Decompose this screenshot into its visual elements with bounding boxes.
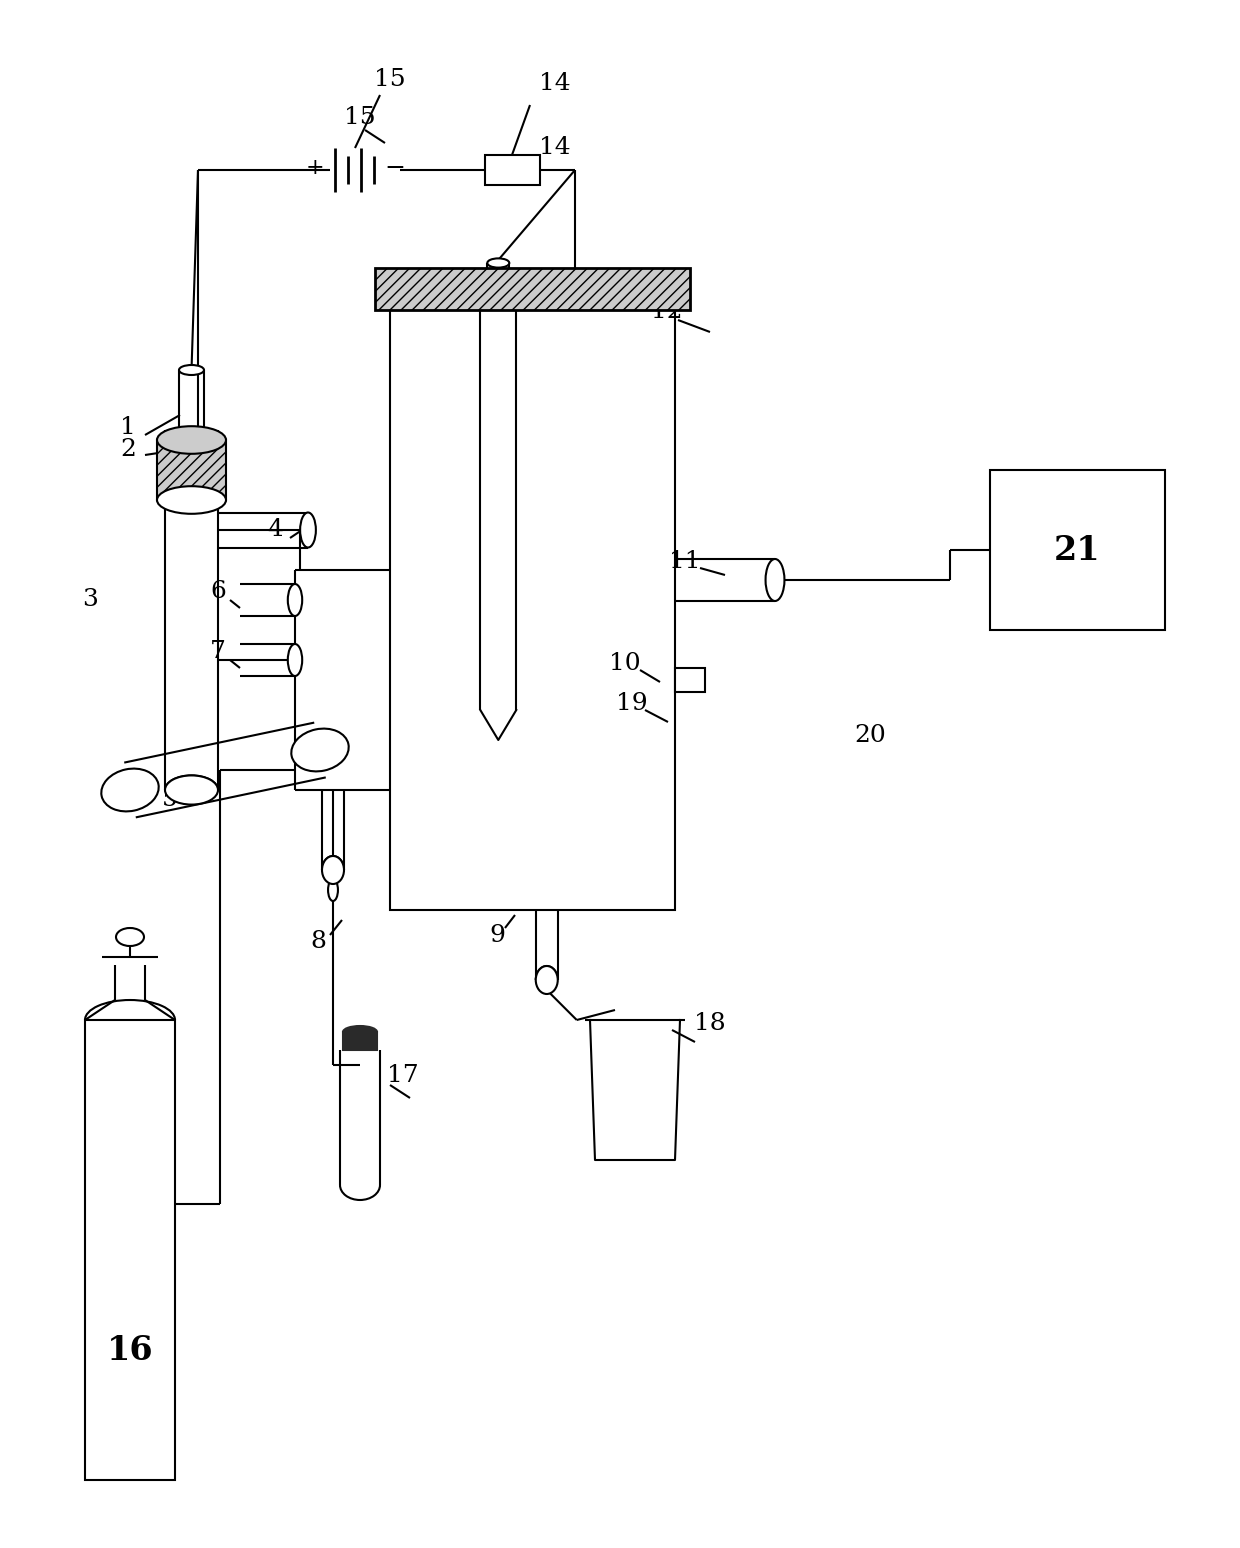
Text: 19: 19 [616,692,647,715]
Text: 15: 15 [374,68,405,91]
Ellipse shape [288,584,303,616]
Ellipse shape [343,1026,377,1039]
Text: +: + [306,156,325,180]
Text: 18: 18 [694,1012,725,1036]
Text: 8: 8 [310,930,326,954]
Text: 14: 14 [539,136,570,159]
Text: 6: 6 [210,580,226,604]
Ellipse shape [288,644,303,676]
Text: 17: 17 [387,1065,419,1088]
Text: 10: 10 [609,652,641,675]
Ellipse shape [536,966,558,994]
Text: −: − [384,156,405,180]
Text: 16: 16 [107,1333,154,1367]
Ellipse shape [322,856,343,884]
Ellipse shape [300,512,316,548]
Ellipse shape [291,729,348,771]
Bar [157,440,226,500]
Ellipse shape [329,879,339,901]
Ellipse shape [165,776,218,805]
Text: 12: 12 [651,300,683,324]
Text: 3: 3 [82,588,98,611]
Ellipse shape [157,426,226,454]
Ellipse shape [157,486,226,514]
Bar [485,155,539,186]
Text: 9: 9 [489,924,505,946]
Text: 20: 20 [854,723,885,746]
Ellipse shape [487,259,510,268]
Text: 4: 4 [267,519,283,542]
Text: 1: 1 [120,416,136,440]
Bar [675,669,706,692]
Text: 14: 14 [539,71,570,94]
Text: 15: 15 [345,107,376,130]
Text: 7: 7 [210,641,226,664]
Bar [374,268,689,310]
Text: 2: 2 [120,438,136,461]
Bar [391,310,675,910]
Ellipse shape [765,559,785,601]
Bar [343,1033,377,1050]
Ellipse shape [102,769,159,811]
Text: 11: 11 [670,551,701,573]
Bar [990,471,1166,630]
Bar [86,1020,175,1480]
Text: 13: 13 [496,271,528,294]
Text: 5: 5 [162,788,177,811]
Text: 21: 21 [1054,534,1101,567]
Ellipse shape [179,365,205,375]
Ellipse shape [117,927,144,946]
